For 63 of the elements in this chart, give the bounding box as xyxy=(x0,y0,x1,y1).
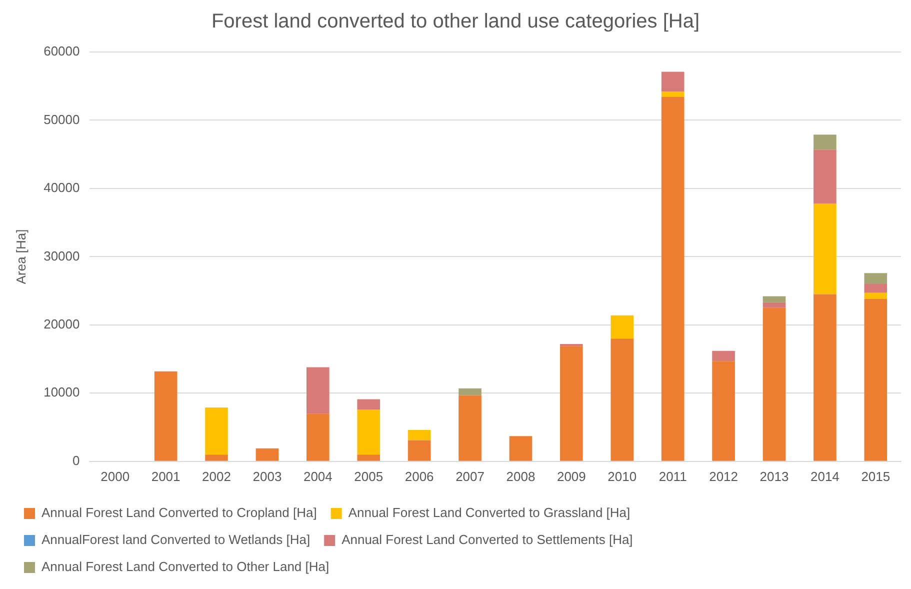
bar xyxy=(256,448,279,461)
y-tick-label: 40000 xyxy=(44,180,80,196)
bar xyxy=(357,399,380,410)
bar xyxy=(814,134,836,150)
bar xyxy=(712,361,735,461)
legend-label: Annual Forest Land Converted to Grassland [Ha] xyxy=(348,505,630,520)
bar xyxy=(864,284,888,293)
x-tick-label: 2005 xyxy=(354,468,384,484)
chart-title: Forest land converted to other land use categories [Ha] xyxy=(211,10,700,33)
bar xyxy=(205,407,228,455)
bar xyxy=(205,454,228,461)
x-tick-label: 2009 xyxy=(556,468,586,484)
bar xyxy=(814,203,836,294)
bar xyxy=(762,302,786,308)
x-tick-label: 2002 xyxy=(202,468,231,484)
x-tick-label: 2014 xyxy=(810,468,840,484)
bar xyxy=(357,454,380,461)
bar xyxy=(610,338,634,461)
bar xyxy=(814,294,836,461)
x-tick-label: 2000 xyxy=(100,468,130,484)
legend-label: Annual Forest Land Converted to Other Land [Ha] xyxy=(42,559,330,574)
x-tick-label: 2013 xyxy=(760,468,789,484)
x-tick-label: 2010 xyxy=(608,468,637,484)
x-tick-label: 2006 xyxy=(404,468,434,484)
bar xyxy=(661,72,684,92)
bar xyxy=(306,367,330,414)
x-tick-label: 2015 xyxy=(861,468,890,484)
y-tick-label: 60000 xyxy=(44,44,80,59)
y-tick-label: 30000 xyxy=(44,248,80,264)
y-tick-label: 50000 xyxy=(44,112,80,127)
bar xyxy=(458,388,482,396)
legend-label: Annual Forest Land Converted to Settlements [Ha] xyxy=(342,532,633,548)
bar xyxy=(712,350,735,362)
bar xyxy=(814,150,836,204)
x-tick-label: 2003 xyxy=(252,468,282,484)
bar xyxy=(509,436,532,461)
bar xyxy=(610,315,634,339)
x-tick-label: 2001 xyxy=(151,468,180,484)
bar xyxy=(408,440,431,461)
bar xyxy=(458,395,482,461)
bar xyxy=(560,346,583,461)
bar xyxy=(357,410,380,455)
y-tick-label: 20000 xyxy=(44,316,80,332)
x-tick-label: 2007 xyxy=(456,468,484,484)
x-tick-label: 2008 xyxy=(506,468,536,484)
y-axis-title: Area [Ha] xyxy=(13,229,28,284)
bar xyxy=(408,430,431,440)
x-tick-label: 2012 xyxy=(709,468,738,484)
bar xyxy=(661,97,684,461)
x-tick-label: 2011 xyxy=(658,468,687,484)
y-tick-label: 10000 xyxy=(44,384,80,400)
bar xyxy=(762,296,786,302)
bar xyxy=(864,273,888,284)
bar xyxy=(864,292,888,300)
bar xyxy=(762,308,786,461)
bar xyxy=(661,92,684,98)
y-tick-label: 0 xyxy=(72,452,80,468)
x-tick-label: 2004 xyxy=(303,468,332,484)
legend-label: AnnualForest land Converted to Wetlands [Ha] xyxy=(42,532,310,548)
bar xyxy=(306,414,330,461)
legend-label: Annual Forest Land Converted to Cropland [Ha] xyxy=(42,505,317,520)
bar xyxy=(864,299,888,461)
bar xyxy=(154,371,178,461)
